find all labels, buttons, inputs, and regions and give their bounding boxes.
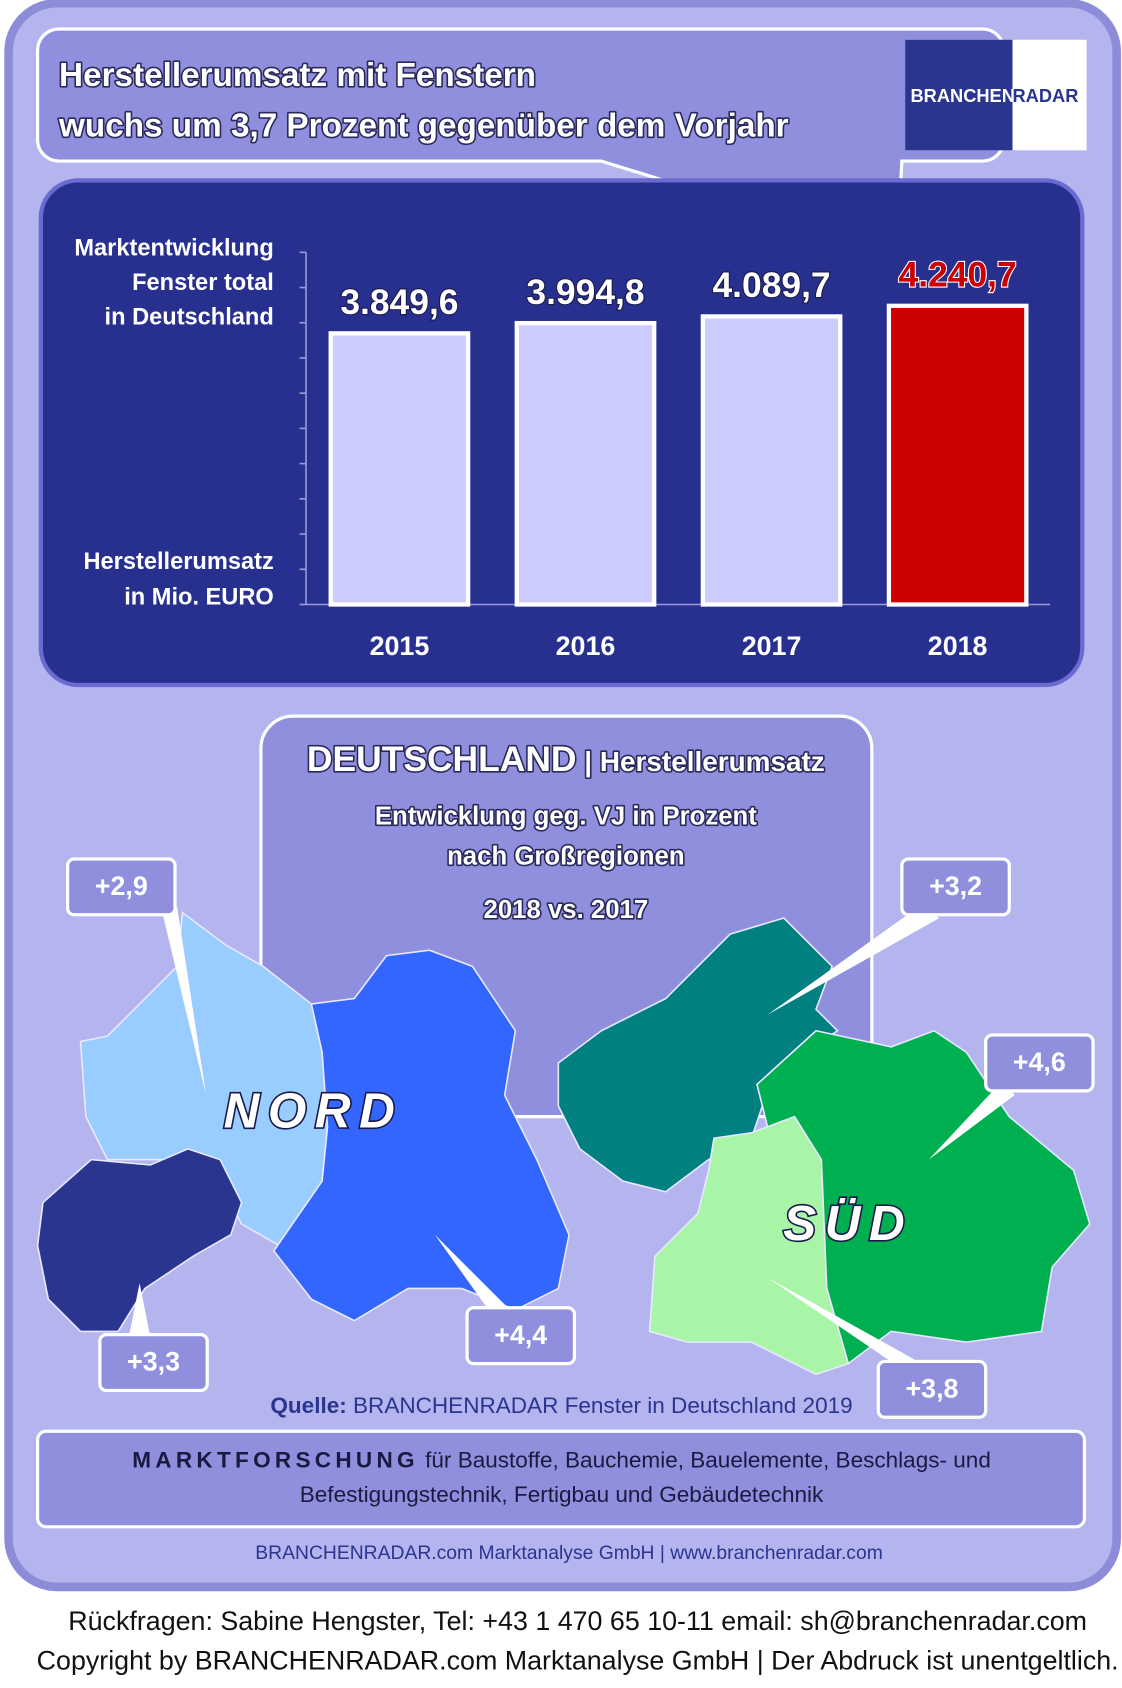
map <box>36 911 1091 1376</box>
axis-note: in Deutschland <box>105 304 274 330</box>
pointer <box>161 907 207 1096</box>
x-tick-label: 2017 <box>742 631 802 661</box>
callouts: +2,9 +3,3 +4,4 +3,2 +4,6 +3,8 <box>66 857 1095 1419</box>
callout: +3,3 <box>98 1332 209 1393</box>
logo-block <box>905 39 1013 151</box>
title-line: wuchs um 3,7 Prozent gegenüber dem Vorja… <box>58 107 789 144</box>
pointer <box>434 1234 511 1310</box>
pointer <box>128 1283 151 1337</box>
region-ost <box>272 949 570 1322</box>
banner-line: Befestigungstechnik, Fertigbau und Gebäu… <box>300 1482 824 1507</box>
copyright: Copyright by BRANCHENRADAR.com Marktanal… <box>37 1646 1119 1676</box>
callout-label: +2,9 <box>95 871 148 901</box>
source: Quelle: BRANCHENRADAR Fenster in Deutsch… <box>270 1393 852 1418</box>
callout: +4,6 <box>984 1033 1095 1093</box>
title-line: Herstellerumsatz mit Fenstern <box>59 57 536 94</box>
banner <box>35 1429 1087 1529</box>
value-label: 4.089,7 <box>712 265 830 305</box>
region-label: SÜD <box>783 1196 913 1251</box>
pointer <box>767 1277 919 1369</box>
value-label: 3.994,8 <box>526 272 644 312</box>
region-west <box>36 1147 243 1333</box>
company: BRANCHENRADAR.com Marktanalyse GmbH | ww… <box>255 1543 882 1564</box>
map-line: Entwicklung geg. VJ in Prozent <box>375 803 757 831</box>
map-line: 2018 vs. 2017 <box>484 896 649 924</box>
callout-label: +3,3 <box>127 1347 180 1377</box>
logo-text: BRANCHEN <box>910 85 1014 106</box>
bar <box>514 320 657 607</box>
callout-box <box>98 1332 209 1393</box>
callout: +3,8 <box>876 1359 988 1419</box>
callout-label: +4,6 <box>1013 1047 1066 1077</box>
axis-note: in Mio. EURO <box>124 584 274 610</box>
callout: +2,9 <box>66 857 177 917</box>
callout-box <box>900 857 1011 917</box>
callout-box <box>66 857 177 917</box>
pointer <box>928 1079 1015 1160</box>
region-bw <box>648 1115 850 1376</box>
callout-label: +3,2 <box>929 871 982 901</box>
pointers <box>128 907 1015 1369</box>
callout-label: +3,8 <box>905 1374 958 1404</box>
map-line: nach Großregionen <box>447 842 685 870</box>
callout-box <box>876 1359 988 1419</box>
callout-box <box>465 1306 577 1366</box>
callout: +4,4 <box>465 1306 577 1366</box>
bar <box>328 331 471 607</box>
axis-note: Marktentwicklung <box>74 236 273 262</box>
axis-note: Fenster total <box>132 270 274 296</box>
x-tick-label: 2016 <box>556 631 616 661</box>
callout: +3,2 <box>900 857 1011 917</box>
bar <box>886 303 1029 607</box>
callout-label: +4,4 <box>494 1320 547 1350</box>
map-heading: DEUTSCHLAND | Herstellerumsatz <box>307 739 825 779</box>
region-label: NORD <box>224 1083 404 1138</box>
x-tick-label: 2018 <box>928 631 988 661</box>
value-label: 4.240,7 <box>899 254 1017 294</box>
logo-text: RADAR <box>1012 85 1078 106</box>
axis-note: Herstellerumsatz <box>84 549 274 575</box>
x-tick-label: 2015 <box>370 631 430 661</box>
pointer <box>767 907 940 1015</box>
banner-line: MARKTFORSCHUNG für Baustoffe, Bauchemie,… <box>132 1448 991 1473</box>
callout-box <box>984 1033 1095 1093</box>
chart: Marktentwicklung Fenster total in Deutsc… <box>74 236 1051 661</box>
bar <box>700 314 843 607</box>
contact: Rückfragen: Sabine Hengster, Tel: +43 1 … <box>68 1606 1087 1636</box>
value-label: 3.849,6 <box>340 282 458 322</box>
